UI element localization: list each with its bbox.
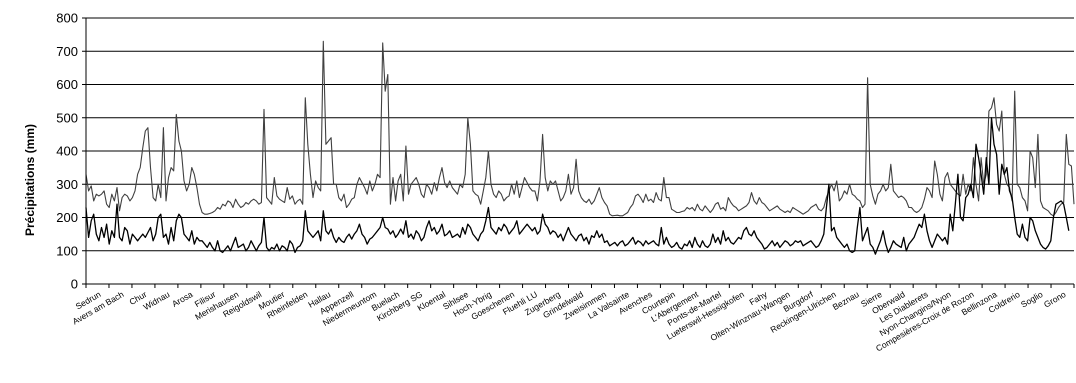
x-tick-label: Arosa — [170, 289, 194, 309]
y-axis-label: Précipitations (mm) — [23, 124, 37, 236]
gridlines — [86, 17, 1074, 252]
series-lines — [85, 40, 1075, 255]
y-tick-label: 600 — [56, 77, 78, 92]
x-tick-label: Beznau — [831, 289, 861, 312]
y-tick-label: 100 — [56, 243, 78, 258]
y-tick-label: 700 — [56, 44, 78, 59]
y-tick-label: 500 — [56, 110, 78, 125]
x-tick-label: Grono — [1042, 289, 1068, 310]
y-axis-ticks: 0 100 200 300 400 500 600 700 800 — [56, 11, 86, 292]
x-tick-label: Soglio — [1019, 289, 1045, 310]
y-tick-label: 400 — [56, 144, 78, 159]
y-tick-label: 800 — [56, 11, 78, 26]
series-line-1 — [85, 40, 1075, 217]
x-tick-label: Widnau — [141, 289, 171, 312]
axes — [85, 18, 1074, 285]
y-tick-label: 0 — [71, 277, 78, 292]
y-tick-label: 200 — [56, 210, 78, 225]
y-tick-label: 300 — [56, 177, 78, 192]
series-line-2 — [85, 117, 1070, 255]
